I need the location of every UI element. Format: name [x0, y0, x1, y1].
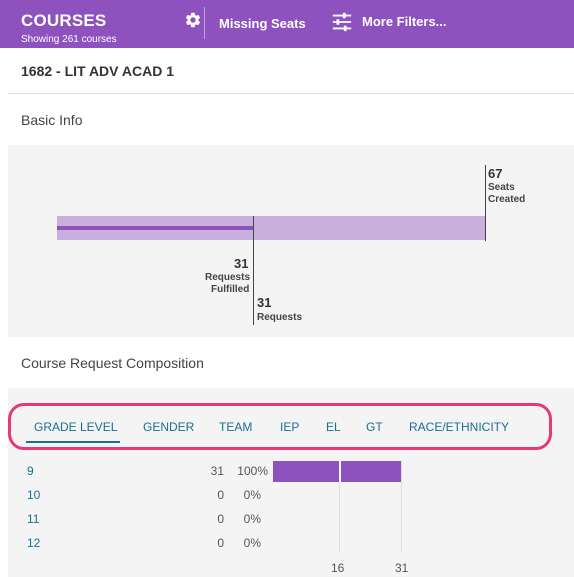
tab-grade-level[interactable]: GRADE LEVEL	[34, 420, 118, 434]
tab-gender[interactable]: GENDER	[143, 420, 195, 434]
missing-seats-button[interactable]: Missing Seats	[219, 16, 306, 31]
tab-iep[interactable]: IEP	[280, 420, 300, 434]
grade-percent-10: 0%	[243, 488, 261, 502]
grade-percent-12: 0%	[243, 536, 261, 550]
header-divider	[204, 7, 205, 39]
seats-created-marker	[485, 165, 486, 241]
seats-created-label-1: Seats	[488, 182, 515, 193]
grade-percent-9: 100%	[237, 464, 268, 478]
gear-icon[interactable]	[184, 11, 202, 29]
section-course-request-composition: Course Request Composition	[21, 355, 204, 371]
grade-bar-9	[273, 461, 401, 482]
grade-count-10: 0	[217, 488, 224, 502]
grade-count-12: 0	[217, 536, 224, 550]
course-count: Showing 261 courses	[21, 34, 117, 45]
requests-fulfilled-bar	[57, 226, 253, 230]
requests-fulfilled-value: 31	[234, 256, 249, 271]
tab-race-ethnicity[interactable]: RACE/ETHNICITY	[409, 420, 510, 434]
grade-count-11: 0	[217, 512, 224, 526]
requests-fulfilled-label-1: Requests	[205, 272, 251, 283]
page-title: COURSES	[21, 11, 107, 30]
requests-marker	[253, 292, 254, 325]
grid-line-31	[401, 460, 402, 552]
course-title: 1682 - LIT ADV ACAD 1	[21, 63, 174, 79]
seats-created-label-2: Created	[488, 194, 526, 205]
active-tab-indicator	[26, 441, 120, 443]
seats-panel	[8, 145, 574, 337]
axis-tick-31: 31	[395, 561, 409, 575]
grade-label-11[interactable]: 11	[27, 512, 40, 526]
requests-fulfilled-marker	[253, 216, 254, 296]
grade-label-10[interactable]: 10	[27, 488, 41, 502]
tab-el[interactable]: EL	[326, 420, 341, 434]
more-filters-button[interactable]: More Filters...	[362, 14, 447, 29]
bar-grid-separator	[339, 461, 341, 482]
requests-fulfilled-label-2: Fulfilled	[211, 284, 250, 295]
grade-percent-11: 0%	[243, 512, 261, 526]
axis-tick-16: 16	[331, 561, 345, 575]
grade-label-9[interactable]: 9	[27, 464, 34, 478]
grade-label-12[interactable]: 12	[27, 536, 41, 550]
grid-line-16	[339, 460, 340, 552]
requests-value: 31	[257, 295, 272, 310]
tab-team[interactable]: TEAM	[219, 420, 253, 434]
sliders-icon[interactable]	[331, 11, 353, 33]
tab-gt[interactable]: GT	[366, 420, 383, 434]
grade-count-9: 31	[210, 464, 224, 478]
section-basic-info: Basic Info	[21, 112, 83, 128]
requests-label: Requests	[257, 312, 303, 323]
app-header: COURSES Showing 261 courses Missing Seat…	[0, 0, 574, 48]
seats-created-value: 67	[488, 166, 503, 181]
divider	[8, 93, 574, 94]
